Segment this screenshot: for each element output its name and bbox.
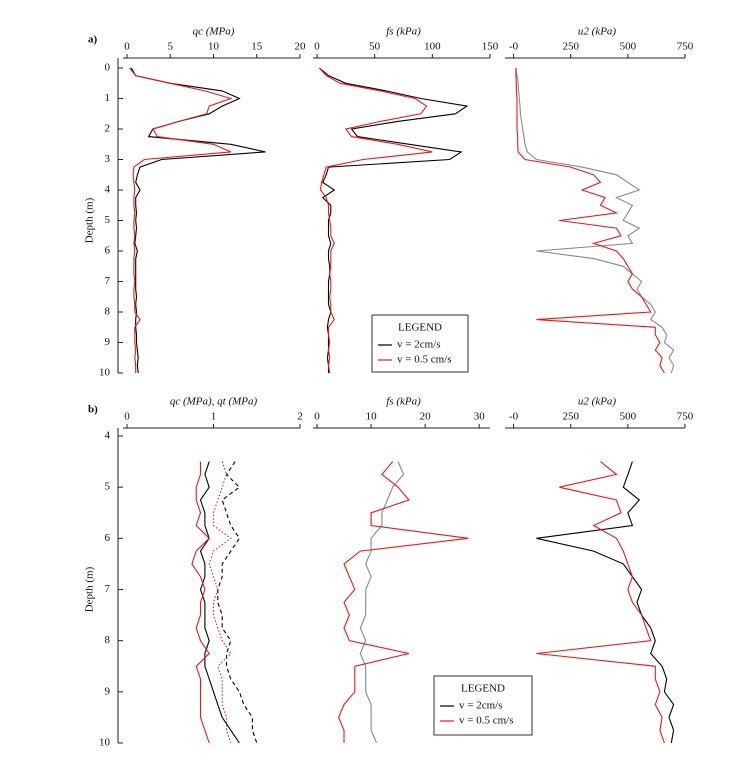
panel-label: a) [88,34,98,46]
tick-label: 8 [105,634,111,646]
series-line [536,461,665,744]
axis-title: u2 (kPa) [578,396,617,408]
tick-label: 4 [105,430,111,442]
tick-label: -0 [509,41,519,53]
legend-title: LEGEND [398,322,442,334]
legend-label: v = 0.5 cm/s [459,715,513,727]
tick-label: -0 [509,411,519,423]
legend-title: LEGEND [461,683,505,695]
tick-label: 20 [295,41,307,53]
series-line [515,68,665,374]
tick-label: 6 [105,532,111,544]
tick-label: 500 [620,411,637,423]
tick-label: 0 [314,411,320,423]
tick-label: 7 [105,583,111,595]
tick-label: 2 [105,123,111,135]
tick-label: 750 [677,411,694,423]
legend-box [371,314,469,373]
tick-label: 250 [562,41,579,53]
series-line [338,461,469,743]
axis-title: fs (kPa) [386,396,421,408]
panel-label: b) [88,404,98,416]
tick-label: 10 [99,367,111,379]
tick-label: 0 [124,411,130,423]
tick-label: 10 [208,41,220,53]
tick-label: 10 [366,411,378,423]
axis-title: qc (MPa) [193,26,235,38]
axis-title: fs (kPa) [386,26,421,38]
legend-label: v = 2cm/s [397,339,440,351]
tick-label: 500 [620,41,637,53]
tick-label: 5 [105,214,111,226]
tick-label: 150 [482,41,499,53]
tick-label: 15 [251,41,263,53]
series-line [217,461,258,744]
tick-label: 0 [314,41,320,53]
tick-label: 50 [369,41,381,53]
tick-label: 750 [677,41,694,53]
series-line [318,67,469,373]
tick-label: 30 [474,411,486,423]
tick-label: 1 [211,411,217,423]
tick-label: 20 [420,411,432,423]
series-line [199,461,240,744]
tick-label: 5 [168,41,174,53]
tick-label: 0 [105,62,111,74]
legend-label: v = 2cm/s [459,700,502,712]
tick-label: 6 [105,245,111,257]
axis-title: Depth (m) [84,566,96,612]
axis-title: Depth (m) [84,197,96,243]
tick-label: 3 [105,153,111,165]
tick-label: 8 [105,306,111,318]
tick-label: 10 [99,737,111,749]
tick-label: 2 [297,411,303,423]
tick-label: 100 [424,41,441,53]
series-line [536,461,675,744]
axis-title: u2 (kPa) [578,26,617,38]
series-line [191,461,210,744]
series-line [129,67,233,373]
axis-title: qc (MPa), qt (MPa) [170,396,258,408]
legend-label: v = 0.5 cm/s [397,354,451,366]
tick-label: 1 [105,92,111,104]
tick-label: 4 [105,184,111,196]
tick-label: 9 [105,336,111,348]
series-line [208,461,232,744]
tick-label: 7 [105,275,111,287]
tick-label: 5 [105,481,111,493]
series-line [515,67,675,374]
tick-label: 250 [562,411,579,423]
tick-label: 0 [124,41,130,53]
series-line [130,67,266,374]
tick-label: 9 [105,685,111,697]
series-line [318,67,433,374]
